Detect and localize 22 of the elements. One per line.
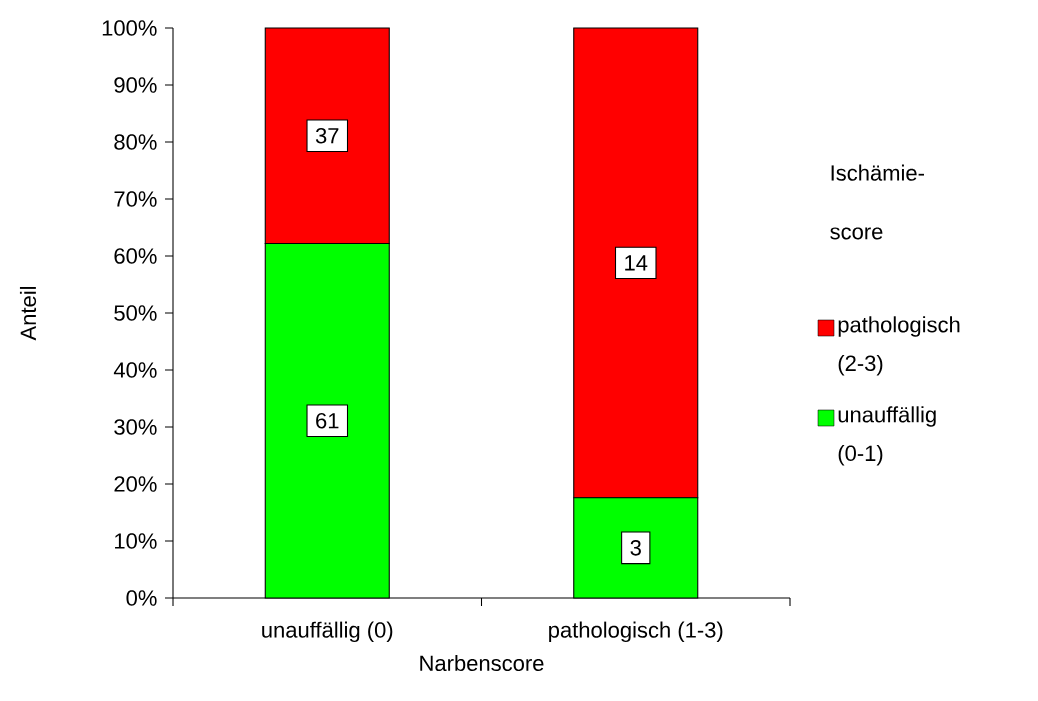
- text: Ischämie-score: [830, 164, 924, 240]
- legend-label: pathologisch (2-3): [838, 316, 960, 376]
- y-tick-label: 80%: [114, 134, 157, 150]
- y-tick-label: 90%: [114, 77, 157, 93]
- y-axis-title: Anteil: [19, 286, 37, 341]
- legend-label: unauffällig (0-1): [838, 406, 936, 466]
- x-axis-title: Narbenscore: [420, 654, 544, 672]
- y-tick-label: 40%: [113, 362, 157, 378]
- y-tick-label: 30%: [114, 419, 157, 435]
- y-tick-label: 70%: [114, 191, 157, 207]
- y-tick-label: 60%: [114, 248, 157, 264]
- annotation: 14: [625, 255, 648, 271]
- annotation: 37: [315, 127, 339, 144]
- y-tick-label: 10%: [115, 533, 157, 549]
- y-tick-label: 20%: [114, 476, 157, 492]
- annotation: 3: [630, 540, 641, 556]
- x-tick-label: pathologisch (1-3): [549, 621, 723, 643]
- annotation: 61: [316, 412, 339, 429]
- y-tick-label: 100%: [102, 20, 157, 36]
- y-tick-label: 0%: [126, 590, 157, 606]
- y-tick-label: 50%: [114, 305, 157, 321]
- x-tick-label: unauffällig (0): [262, 621, 393, 643]
